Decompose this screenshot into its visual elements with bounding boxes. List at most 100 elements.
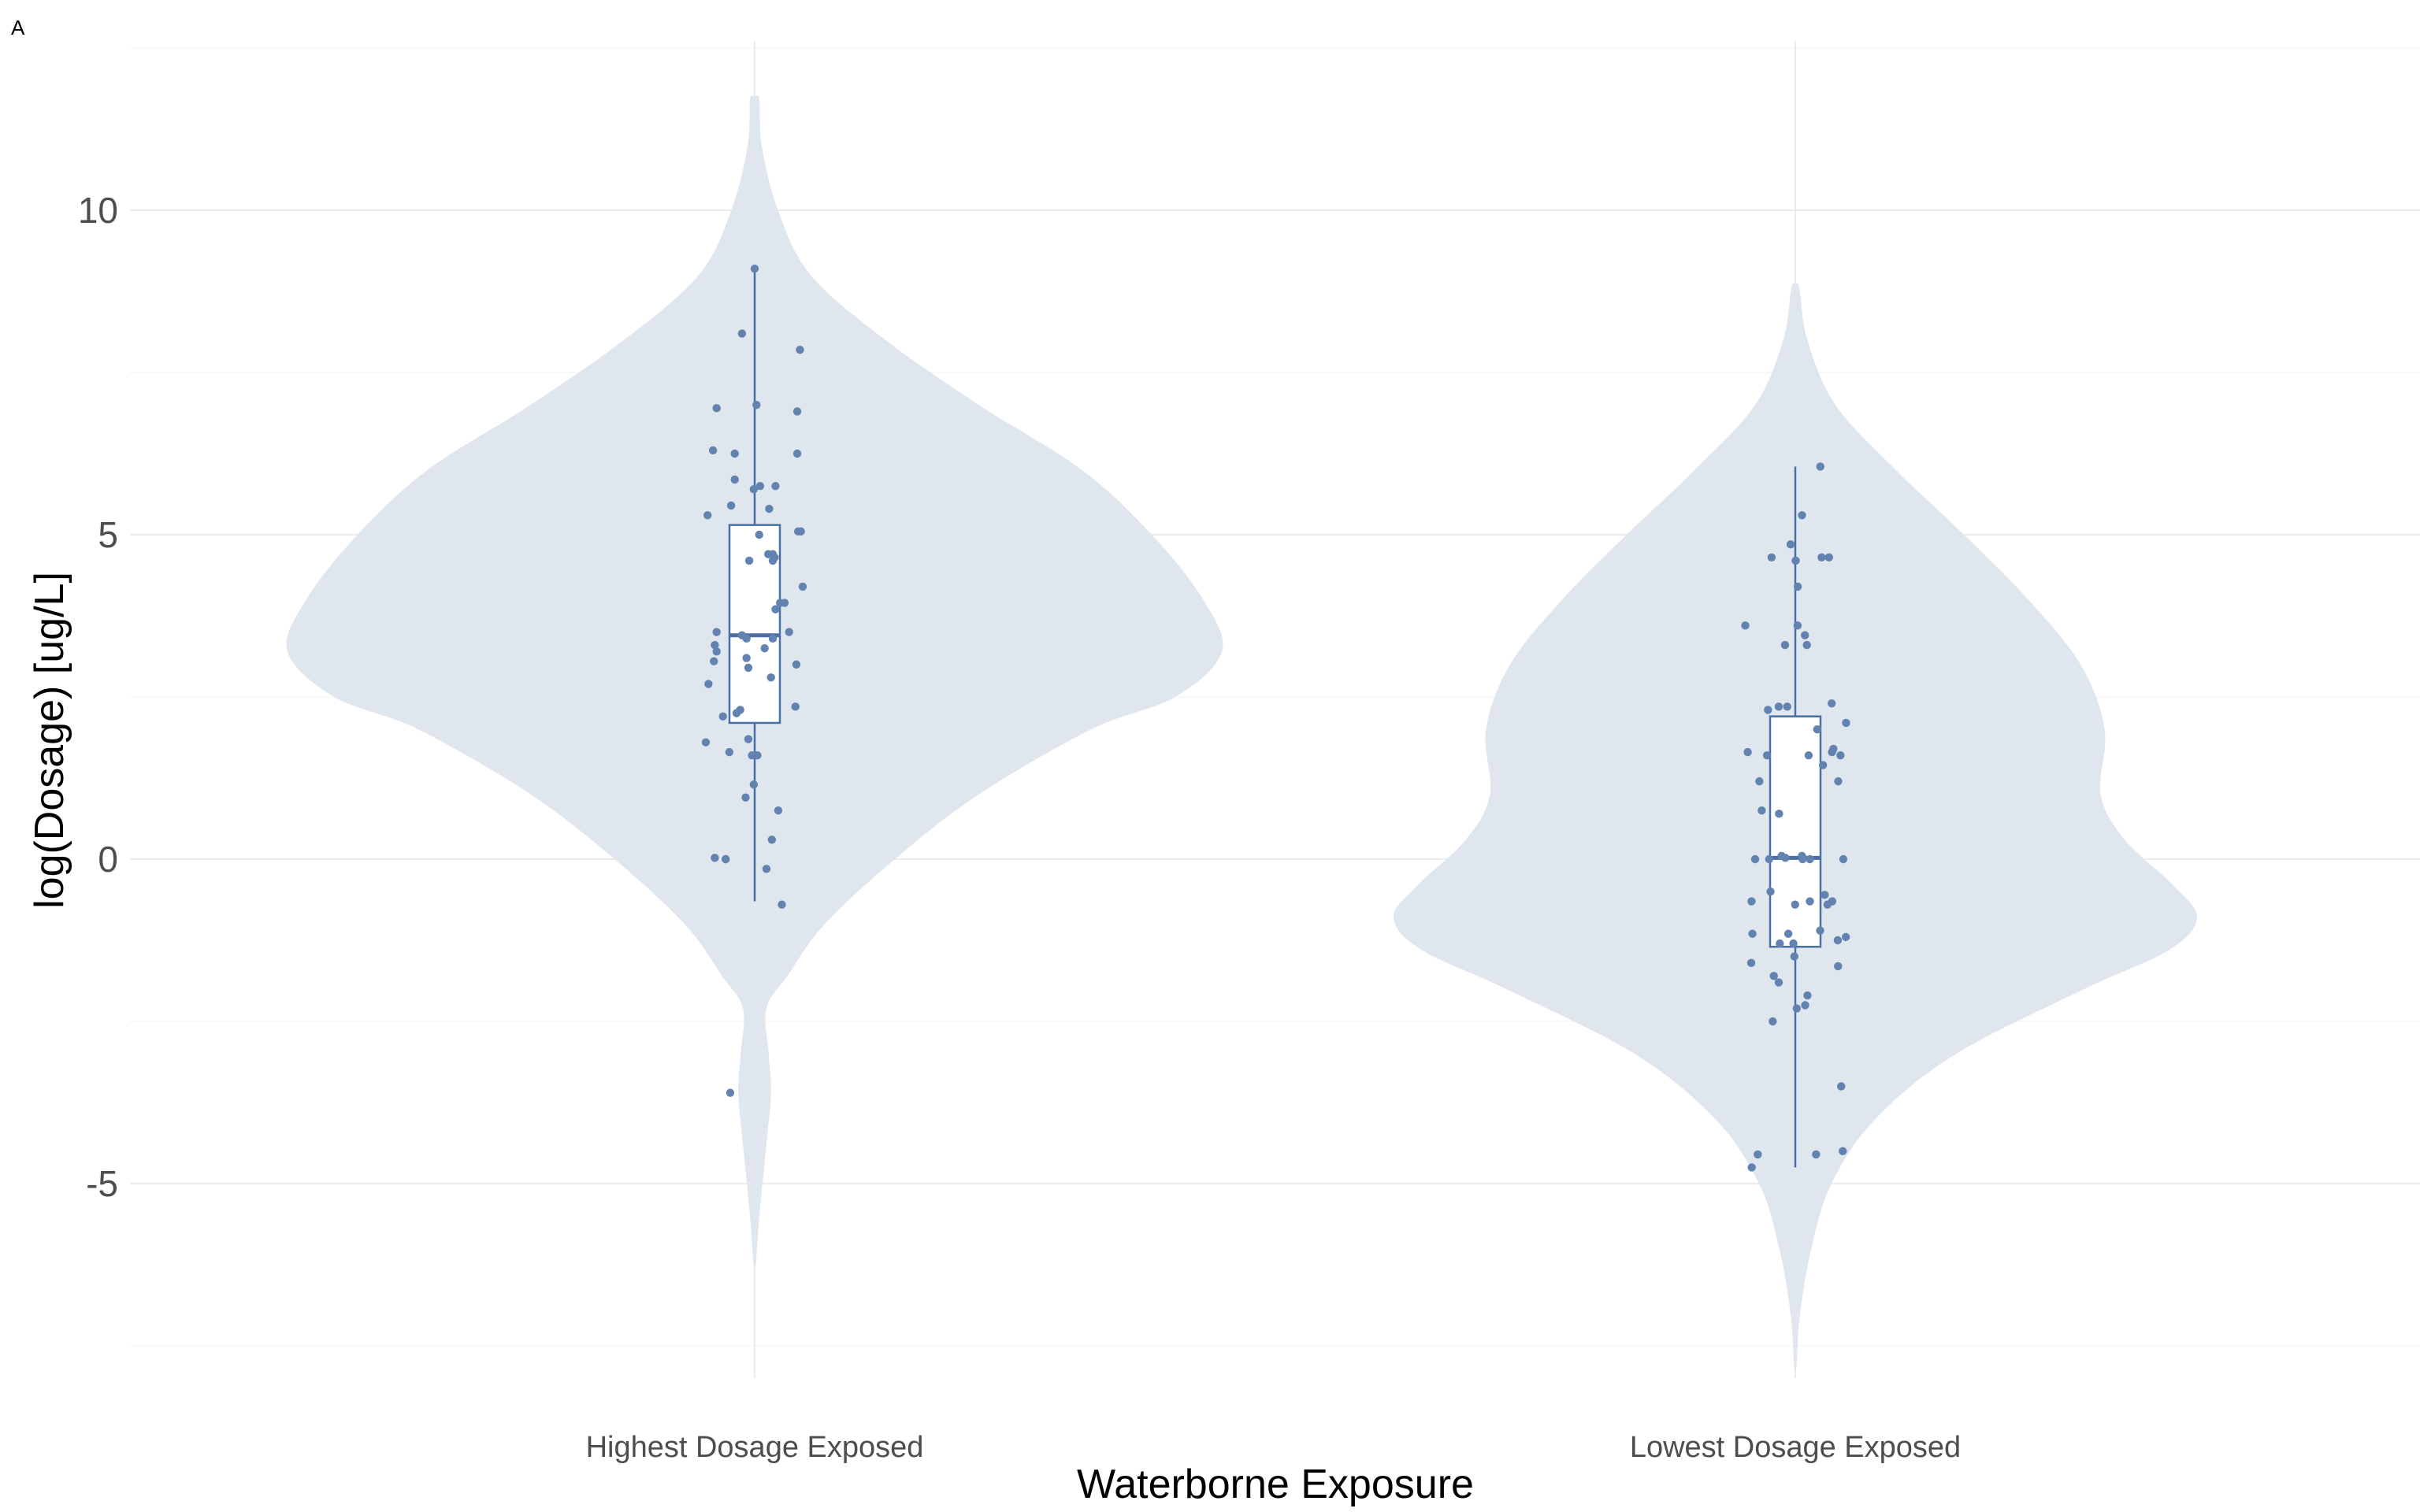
data-point: [712, 647, 721, 656]
data-point: [1841, 932, 1850, 942]
data-point: [771, 605, 780, 613]
data-point: [1791, 556, 1800, 565]
data-point: [703, 511, 712, 520]
data-point: [755, 482, 765, 491]
data-point: [792, 449, 802, 458]
x-tick-label: Lowest Dosage Exposed: [1630, 1431, 1961, 1464]
data-point: [712, 628, 721, 636]
data-point: [701, 738, 711, 747]
data-point: [725, 747, 733, 757]
data-point: [1767, 553, 1776, 562]
data-point: [1748, 929, 1757, 938]
data-point: [732, 709, 741, 717]
data-point: [1793, 582, 1802, 591]
data-point: [1791, 900, 1799, 909]
data-point: [792, 660, 801, 669]
jitter-points: [701, 264, 1850, 1172]
data-point: [730, 449, 739, 458]
data-point: [1801, 631, 1809, 639]
data-point: [1839, 854, 1848, 864]
data-point: [742, 654, 751, 662]
data-point: [1818, 761, 1828, 769]
data-point: [785, 628, 793, 636]
data-point: [778, 900, 786, 909]
data-point: [1793, 621, 1802, 630]
data-point: [1792, 1004, 1802, 1013]
y-tick-label: 5: [98, 514, 118, 555]
data-point: [1828, 747, 1836, 757]
data-point: [1783, 702, 1791, 711]
data-point: [1741, 621, 1750, 630]
data-point: [726, 1088, 735, 1097]
data-point: [1839, 1147, 1847, 1156]
data-point: [704, 680, 713, 688]
data-point: [792, 407, 802, 416]
data-point: [1754, 1150, 1762, 1159]
data-point: [1757, 806, 1766, 815]
data-point: [1776, 939, 1784, 948]
data-point: [1786, 540, 1795, 549]
data-point: [711, 854, 719, 862]
data-point: [744, 735, 753, 743]
data-point: [744, 556, 754, 565]
data-point: [796, 527, 805, 536]
data-point: [1801, 1001, 1809, 1010]
data-point: [1762, 750, 1772, 760]
data-point: [752, 401, 761, 410]
data-point: [1827, 699, 1836, 708]
data-point: [1755, 776, 1764, 786]
data-point: [750, 264, 759, 273]
data-point: [1824, 553, 1833, 562]
data-point: [1780, 640, 1790, 650]
data-point: [712, 404, 721, 413]
data-point: [742, 634, 751, 643]
data-point: [744, 663, 753, 673]
y-tick-label: 0: [98, 839, 118, 880]
data-point: [1766, 888, 1775, 896]
data-point: [1798, 854, 1807, 864]
data-point: [1804, 750, 1813, 760]
data-point: [768, 634, 778, 643]
data-point: [1806, 897, 1814, 906]
data-point: [1774, 978, 1783, 987]
data-point: [1746, 958, 1756, 968]
data-point: [722, 854, 730, 864]
data-point: [749, 780, 759, 789]
x-tick-labels: Highest Dosage Exposed Lowest Dosage Expo…: [586, 1431, 1962, 1464]
data-point: [753, 750, 762, 760]
data-point: [1813, 725, 1821, 734]
data-point: [768, 556, 778, 565]
data-point: [1798, 511, 1806, 520]
x-axis-title: Waterborne Exposure: [1077, 1462, 1474, 1507]
data-point: [766, 673, 775, 682]
data-point: [708, 446, 718, 455]
panel-label: A: [11, 16, 25, 39]
y-tick-label: 10: [78, 190, 118, 231]
data-point: [1774, 702, 1783, 711]
data-point: [1769, 972, 1778, 980]
data-point: [1789, 939, 1798, 948]
data-point: [762, 865, 771, 873]
data-point: [1837, 1082, 1846, 1091]
y-axis-title: log(Dosage) [ug/L]: [27, 572, 72, 909]
data-point: [1833, 936, 1843, 945]
data-point: [796, 345, 804, 354]
data-point: [1802, 640, 1811, 650]
data-point: [1783, 929, 1793, 938]
data-point: [730, 475, 739, 484]
data-point: [1816, 462, 1824, 471]
data-point: [1821, 891, 1829, 899]
data-point: [1765, 854, 1773, 864]
data-point: [749, 485, 759, 494]
data-point: [1775, 810, 1783, 818]
box-2: [1769, 715, 1822, 948]
data-point: [741, 793, 750, 802]
data-point: [1803, 991, 1812, 1000]
data-point: [765, 504, 774, 513]
data-point: [1781, 854, 1790, 862]
data-point: [791, 702, 800, 711]
data-point: [767, 836, 777, 844]
data-point: [798, 582, 807, 591]
data-point: [1823, 900, 1832, 909]
